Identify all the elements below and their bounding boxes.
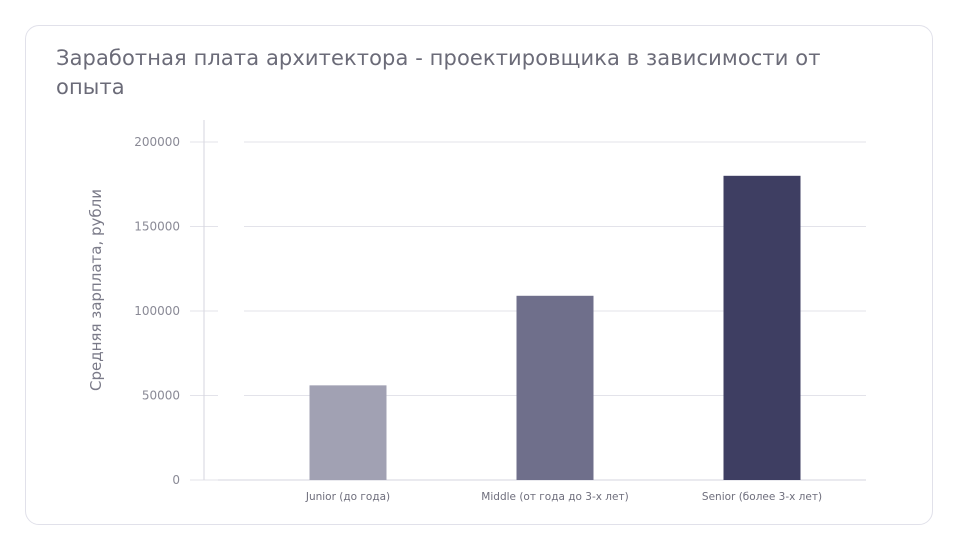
bar[interactable] (723, 175, 801, 481)
x-tick-labels: Junior (до года) Middle (от года до 3-х л… (305, 491, 822, 503)
y-axis-title: Средняя зарплата, рубли (87, 189, 105, 391)
y-tick-label: 50000 (142, 389, 180, 403)
x-tick-label: Junior (до года) (305, 491, 390, 503)
bar[interactable] (516, 295, 594, 480)
x-tick-label: Middle (от года до 3-х лет) (481, 491, 628, 503)
y-tick-label: 200000 (134, 135, 180, 149)
chart-title: Заработная плата архитектора - проектиро… (56, 46, 821, 99)
y-tick-labels: 0 50000 100000 150000 200000 (134, 135, 180, 487)
x-tick-label: Senior (более 3-х лет) (702, 491, 822, 503)
y-tick-label: 100000 (134, 304, 180, 318)
y-tick-label: 150000 (134, 220, 180, 234)
bars (309, 175, 801, 481)
y-tick-label: 0 (172, 473, 180, 487)
bar[interactable] (309, 385, 387, 480)
